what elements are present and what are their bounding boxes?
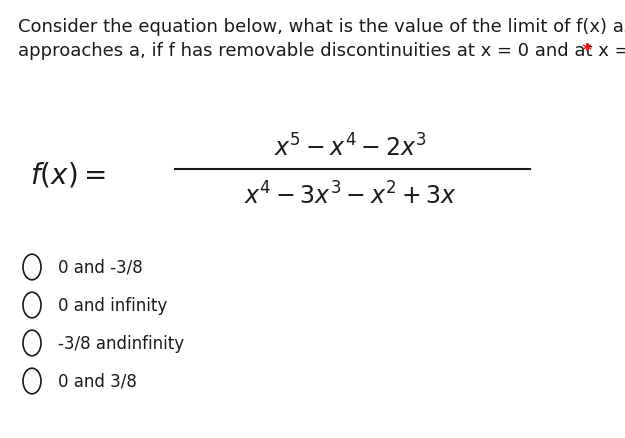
Text: 0 and infinity: 0 and infinity <box>58 297 168 314</box>
Text: *: * <box>576 42 592 60</box>
Text: $x^5 - x^4 - 2x^3$: $x^5 - x^4 - 2x^3$ <box>274 134 426 161</box>
Text: 0 and 3/8: 0 and 3/8 <box>58 372 137 390</box>
Text: Consider the equation below, what is the value of the limit of f(x) as x: Consider the equation below, what is the… <box>18 18 625 36</box>
Text: approaches a, if f has removable discontinuities at x = 0 and at x = -1.: approaches a, if f has removable discont… <box>18 42 625 60</box>
Text: $x^4 - 3x^3 - x^2 + 3x$: $x^4 - 3x^3 - x^2 + 3x$ <box>244 182 456 209</box>
Text: 0 and -3/8: 0 and -3/8 <box>58 258 142 276</box>
Text: $f(x) =$: $f(x) =$ <box>30 160 106 189</box>
Text: -3/8 andinfinity: -3/8 andinfinity <box>58 334 184 352</box>
